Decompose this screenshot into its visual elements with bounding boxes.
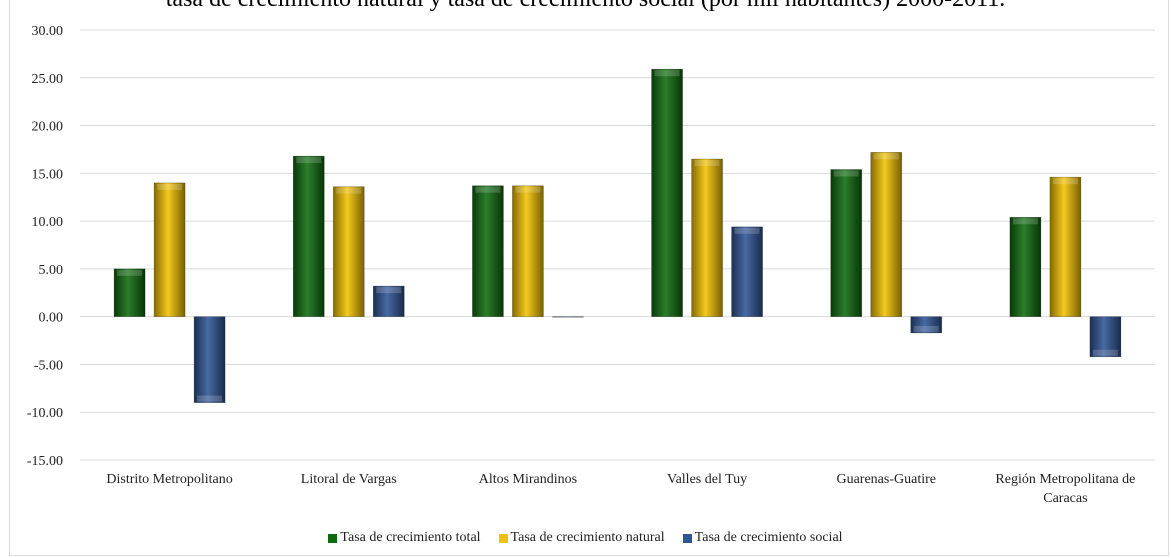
bar-cap-2-3 [734, 227, 760, 234]
bar-cap-2-4 [913, 325, 939, 332]
bar-0-2 [472, 185, 504, 317]
bar-cap-1-5 [1052, 178, 1078, 185]
bar-cap-0-0 [117, 269, 143, 276]
bar-cap-0-4 [833, 170, 859, 177]
bar-2-4 [910, 316, 943, 334]
legend-item: Tasa de crecimiento natural [498, 530, 665, 546]
category-label: Caracas [1043, 491, 1087, 506]
category-label: Valles del Tuy [667, 472, 747, 487]
bar-cap-1-2 [515, 186, 541, 193]
bar-1-0 [153, 182, 186, 317]
bar-cap-0-2 [475, 186, 501, 193]
category-label: Distrito Metropolitano [106, 472, 232, 487]
bar-1-3 [691, 158, 723, 317]
bar-cap-2-1 [376, 287, 402, 294]
chart-frame [9, 0, 1169, 556]
bar-2-2 [552, 316, 584, 318]
bar-cap-2-0 [197, 395, 223, 402]
bar-cap-2-5 [1092, 349, 1118, 356]
bar-0-0 [113, 268, 146, 317]
y-tick-label: 25.00 [32, 72, 64, 87]
y-tick-label: 0.00 [39, 311, 64, 326]
bar-chart: 30.00 25.00 20.00 15.00 10.00 5.00 0.00 -5.00 -1… [27, 24, 1155, 506]
category-label: Guarenas-Guatire [836, 472, 936, 487]
legend-item: Tasa de crecimiento social [682, 530, 843, 546]
y-tick-label: 10.00 [32, 215, 64, 230]
legend-swatch [328, 533, 338, 543]
chart-title: tasa de crecimiento natural y tasa de cr… [0, 0, 1171, 13]
bar-0-1 [292, 155, 325, 317]
bar-0-4 [830, 169, 863, 317]
bar-1-2 [512, 185, 544, 317]
bar-1-4 [870, 152, 903, 317]
legend-swatch [498, 533, 508, 543]
bar-cap-1-1 [336, 187, 362, 194]
y-tick-label: 5.00 [39, 263, 64, 278]
bar-1-1 [332, 186, 365, 317]
bar-2-5 [1089, 316, 1122, 358]
legend-item: Tasa de crecimiento total [328, 530, 481, 546]
y-tick-label: -15.00 [27, 454, 63, 469]
bar-2-3 [731, 226, 763, 317]
bar-cap-0-1 [296, 157, 322, 164]
y-tick-label: -5.00 [34, 358, 63, 373]
bar-cap-1-3 [694, 160, 720, 166]
legend-swatch [682, 533, 692, 543]
y-tick-label: 30.00 [32, 24, 64, 39]
bar-1-5 [1049, 176, 1082, 317]
y-tick-label: 20.00 [32, 120, 64, 135]
y-tick-label: 15.00 [32, 167, 64, 182]
bar-0-5 [1009, 216, 1042, 317]
bar-cap-1-0 [157, 183, 183, 190]
category-label: Región Metropolitana de [995, 472, 1135, 487]
bar-cap-0-3 [654, 70, 680, 77]
bar-2-0 [193, 316, 226, 403]
legend-label: Tasa de crecimiento natural [510, 530, 665, 545]
legend-label: Tasa de crecimiento total [340, 530, 481, 545]
bar-cap-1-4 [873, 153, 899, 160]
bar-2-1 [372, 285, 405, 317]
chart-legend: Tasa de crecimiento total Tasa de crecimi… [0, 530, 1171, 546]
y-tick-label: -10.00 [27, 406, 63, 421]
bar-cap-0-5 [1012, 218, 1038, 225]
category-label: Litoral de Vargas [301, 472, 397, 487]
category-label: Altos Mirandinos [479, 472, 577, 487]
legend-label: Tasa de crecimiento social [694, 530, 843, 545]
bar-0-3 [651, 68, 683, 317]
